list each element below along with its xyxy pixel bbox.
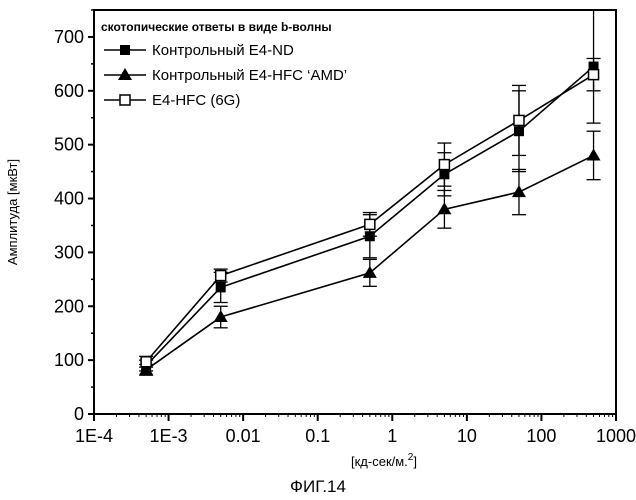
data-point: [362, 265, 377, 278]
plot-frame: [93, 9, 617, 415]
data-point: [587, 68, 600, 81]
x-tick-label: 1000: [596, 426, 636, 446]
y-tick-label: 200: [54, 296, 84, 316]
y-tick-label: 500: [54, 135, 84, 155]
legend-marker: [120, 45, 130, 55]
x-axis-title-sup: 2: [408, 452, 414, 463]
series-layer: [139, 9, 601, 376]
x-axis-title-main: [кд-сек/м.: [351, 454, 408, 469]
series-3: [139, 57, 601, 368]
y-tick-label: 0: [74, 404, 84, 424]
data-point: [364, 218, 376, 231]
legend-label: Контрольный E4-ND: [152, 42, 294, 59]
legend-item-1: Контрольный E4-ND: [104, 42, 294, 59]
legend-items: Контрольный E4-ND Контрольный E4-HFC ‘AMD…: [104, 42, 347, 109]
y-tick-label: 600: [54, 81, 84, 101]
y-tick-label: 700: [54, 27, 84, 47]
x-axis-title: [кд-сек/м.2]: [351, 452, 417, 469]
y-tick-label: 100: [54, 350, 84, 370]
data-point: [437, 202, 452, 215]
data-point: [214, 269, 227, 282]
data-point: [215, 282, 226, 293]
legend-label: Контрольный E4-HFC ‘AMD’: [152, 67, 347, 84]
data-point: [139, 362, 154, 375]
series-line: [145, 65, 595, 367]
data-point: [213, 310, 228, 323]
legend-item-3: E4-HFC (6G): [104, 92, 240, 109]
legend: скотопические ответы в виде b-волны Конт…: [101, 20, 347, 109]
y-tick-label: 400: [54, 189, 84, 209]
data-point: [586, 148, 601, 161]
x-tick-label: 0.01: [226, 426, 261, 446]
data-point: [513, 114, 525, 127]
x-tick-label: 0.1: [305, 426, 330, 446]
legend-marker: [119, 94, 131, 106]
figure-caption: ФИГ.14: [290, 477, 346, 496]
series-line: [145, 73, 594, 363]
data-point: [140, 355, 152, 368]
series-1: [139, 9, 601, 372]
legend-label: E4-HFC (6G): [152, 92, 240, 109]
y-tick-label: 300: [54, 242, 84, 262]
series-line: [145, 154, 594, 371]
data-point: [511, 185, 526, 198]
legend-item-2: Контрольный E4-HFC ‘AMD’: [104, 67, 347, 84]
x-tick-label: 1E-4: [75, 426, 113, 446]
x-tick-label: 10: [457, 426, 477, 446]
data-point: [438, 158, 451, 171]
x-tick-label: 100: [526, 426, 556, 446]
y-axis-title: Амплитуда [мкВт]: [5, 159, 20, 265]
legend-marker: [118, 68, 132, 80]
x-tick-label: 1E-3: [150, 426, 188, 446]
y-axis: 0 100 200 300 400 500 600 700: [54, 9, 94, 424]
legend-title: скотопические ответы в виде b-волны: [101, 20, 332, 34]
x-tick-label: 1: [387, 426, 397, 446]
x-axis-title-end: ]: [413, 454, 417, 469]
x-axis: 1E-4 1E-3 0.01 0.1 1 10 100 1000: [75, 414, 636, 446]
